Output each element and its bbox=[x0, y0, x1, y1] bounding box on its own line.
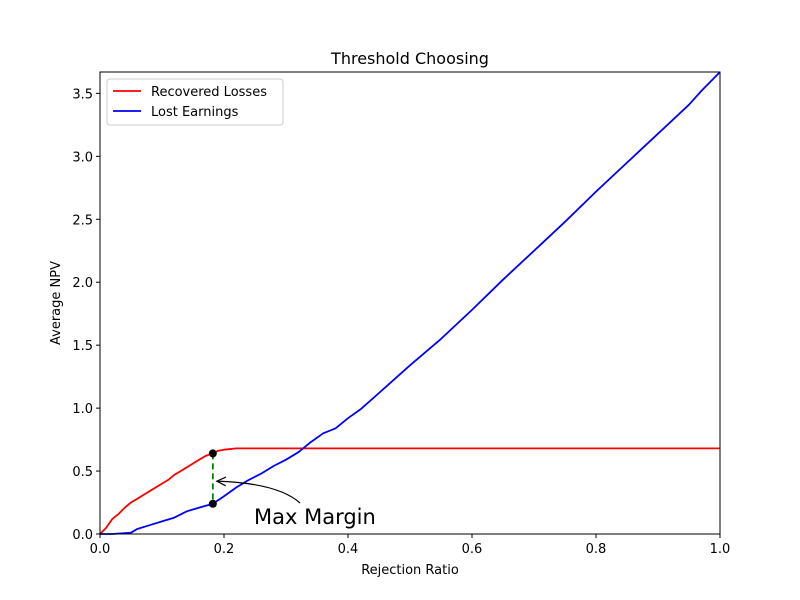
annotation-arrow bbox=[216, 480, 301, 504]
x-tick-label: 1.0 bbox=[710, 542, 731, 557]
y-tick-label: 1.5 bbox=[72, 339, 93, 354]
max-margin-bottom-marker bbox=[208, 499, 217, 508]
y-tick-label: 0.5 bbox=[72, 465, 93, 480]
x-tick-label: 0.4 bbox=[338, 542, 359, 557]
series-line-lost-earnings bbox=[100, 71, 721, 535]
y-tick-label: 2.0 bbox=[72, 276, 93, 291]
axes: 0.0 0.2 0.4 0.6 0.8 1.0 0.0 0.5 1.0 1.5 2.0 2.5 3.0 3… bbox=[72, 71, 731, 557]
max-margin-top-marker bbox=[208, 449, 217, 458]
plot-area: Max Margin bbox=[99, 71, 721, 535]
y-tick-label: 3.5 bbox=[72, 87, 93, 102]
y-tick-label: 0.0 bbox=[72, 528, 93, 543]
legend: Recovered Losses Lost Earnings bbox=[106, 78, 284, 126]
y-tick-label: 1.0 bbox=[72, 402, 93, 417]
legend-label-recovered-losses: Recovered Losses bbox=[151, 85, 267, 100]
y-tick-label: 2.5 bbox=[72, 213, 93, 228]
legend-box bbox=[106, 78, 284, 126]
x-tick-label: 0.8 bbox=[586, 542, 607, 557]
y-axis-label: Average NPV bbox=[49, 261, 64, 345]
annotation-text: Max Margin bbox=[254, 505, 376, 529]
y-tick-label: 3.0 bbox=[72, 150, 93, 165]
x-tick-label: 0.0 bbox=[90, 542, 111, 557]
x-tick-label: 0.6 bbox=[462, 542, 483, 557]
series-line-recovered-losses bbox=[99, 447, 720, 535]
chart-title: Threshold Choosing bbox=[330, 49, 489, 68]
legend-label-lost-earnings: Lost Earnings bbox=[151, 105, 239, 120]
annotation-arrow-head bbox=[215, 476, 227, 487]
x-tick-label: 0.2 bbox=[214, 542, 235, 557]
axes-frame bbox=[99, 71, 721, 535]
x-axis-label: Rejection Ratio bbox=[361, 563, 459, 578]
